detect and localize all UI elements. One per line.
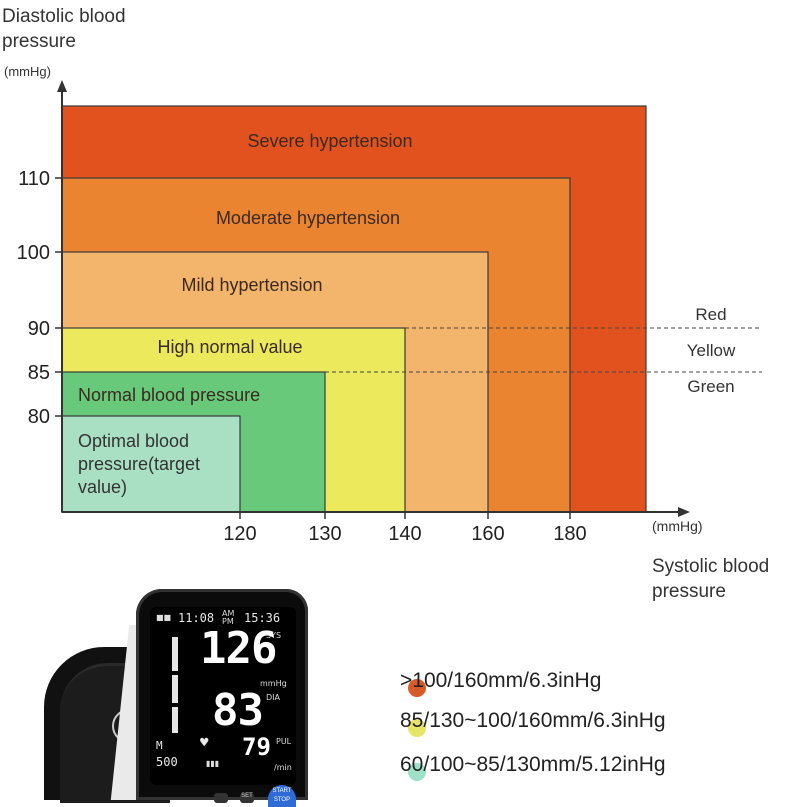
per-minute-label: /min [274, 763, 292, 772]
x-tick-label: 160 [471, 523, 504, 545]
y-tick-group: 80 85 90 100 110 [17, 168, 62, 428]
bp-classification-chart: Severe hypertension Moderate hypertension… [17, 80, 762, 545]
battery-icon: ▮▮▮ [206, 759, 220, 768]
memory-button[interactable] [214, 793, 228, 803]
memory-icon: M [156, 739, 163, 752]
axes [57, 80, 690, 517]
zone-group [61, 105, 647, 513]
pul-label: PUL [276, 737, 292, 746]
date-readout: 11:08 [178, 611, 215, 625]
pulse-readout: 79 [242, 733, 271, 761]
legend-text-green: 60/100~85/130mm/5.12inHg [400, 753, 666, 776]
color-band-green: Green [687, 377, 735, 396]
zone-label-moderate-hypertension: Moderate hypertension [216, 208, 400, 228]
x-tick-group: 120 130 140 160 180 [223, 512, 587, 545]
x-tick-label: 120 [223, 523, 256, 545]
zone-label-optimal: Optimal blood pressure(target value) [78, 431, 200, 497]
sys-label: SYS [266, 631, 282, 640]
zone-label-mild-hypertension: Mild hypertension [181, 275, 322, 295]
level-bar-mid [172, 675, 178, 703]
start-stop-button[interactable]: START STOP [268, 785, 296, 807]
level-bar-high [172, 637, 178, 671]
y-tick-label: 100 [17, 242, 50, 264]
lcd-screen: ■■ 11:08 AM PM 15:36 SYS 126 mmHg DIA 83… [150, 607, 296, 785]
memory-count: 500 [156, 755, 178, 769]
legend-dot-green [408, 763, 426, 781]
y-axis-unit: (mmHg) [4, 64, 51, 79]
y-axis-arrow [57, 80, 67, 92]
x-axis-arrow [678, 507, 690, 517]
mmhg-label: mmHg [260, 679, 287, 688]
zone-label-group: Severe hypertension Moderate hypertension… [78, 131, 413, 497]
color-band-yellow: Yellow [686, 341, 736, 360]
set-button[interactable]: SET [240, 793, 254, 803]
zone-label-high-normal: High normal value [157, 337, 302, 357]
level-bar-low [172, 707, 178, 733]
y-tick-label: 90 [28, 318, 50, 340]
time-readout: 15:36 [244, 611, 281, 625]
y-tick-label: 80 [28, 406, 50, 428]
systolic-readout: 126 [200, 623, 277, 674]
legend-dot-red [408, 679, 426, 697]
dia-label: DIA [266, 693, 280, 702]
legend-dot-yellow [408, 719, 426, 737]
legend-text-yellow: 85/130~100/160mm/6.3inHg [400, 709, 666, 732]
monitor-body: ■■ 11:08 AM PM 15:36 SYS 126 mmHg DIA 83… [136, 589, 308, 807]
dashed-lines [325, 327, 762, 373]
y-axis-title: Diastolic blood pressure [2, 6, 126, 52]
color-band-red: Red [695, 305, 727, 324]
blood-pressure-monitor: 22-42 ■■ 11:08 AM PM 15:36 SYS 126 mmHg … [0, 585, 340, 807]
y-tick-label: 85 [28, 362, 50, 384]
zone-label-severe-hypertension: Severe hypertension [247, 131, 412, 151]
legend-text-red: >100/160mm/6.3inHg [400, 669, 602, 692]
am-pm-indicator: AM PM [222, 609, 235, 626]
x-tick-label: 140 [388, 523, 421, 545]
zone-label-normal: Normal blood pressure [78, 385, 260, 405]
x-tick-label: 130 [308, 523, 341, 545]
user-icon: ■■ [156, 613, 172, 622]
y-tick-label: 110 [18, 168, 50, 190]
x-tick-label: 180 [553, 523, 586, 545]
diastolic-readout: 83 [212, 685, 264, 736]
heart-icon: ♥ [200, 735, 209, 751]
x-axis-unit: (mmHg) [652, 518, 703, 534]
zone-optimal [61, 415, 241, 513]
x-axis-title: Systolic blood pressure [652, 556, 770, 602]
